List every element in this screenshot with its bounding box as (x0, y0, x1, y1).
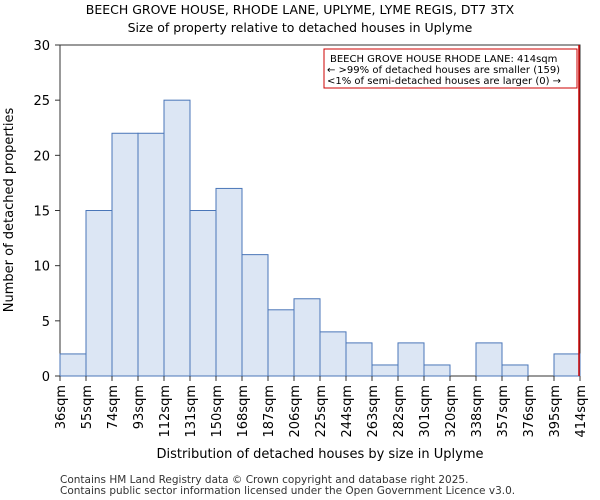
chart-subtitle: Size of property relative to detached ho… (128, 20, 473, 35)
chart-title: BEECH GROVE HOUSE, RHODE LANE, UPLYME, L… (86, 2, 515, 17)
y-tick-label: 30 (33, 39, 50, 54)
histogram-bar (241, 254, 269, 377)
x-tick-label: 301sqm (418, 385, 433, 438)
x-tick-label: 282sqm (392, 385, 407, 438)
x-axis-label: Distribution of detached houses by size … (157, 447, 484, 462)
y-tick-label: 0 (42, 370, 50, 385)
x-tick-label: 131sqm (184, 385, 199, 438)
x-tick-label: 93sqm (132, 385, 147, 429)
x-tick-label: 187sqm (262, 385, 277, 438)
histogram-bar (267, 309, 295, 377)
x-tick-label: 320sqm (444, 385, 459, 438)
y-axis-ticks: 0 5 10 15 20 25 30 (33, 39, 60, 385)
x-tick-label: 244sqm (340, 385, 355, 438)
y-tick-label: 10 (33, 260, 50, 275)
x-tick-label: 55sqm (80, 385, 95, 429)
histogram-bar (215, 187, 243, 377)
y-tick-label: 25 (33, 94, 50, 109)
x-tick-label: 395sqm (548, 385, 563, 438)
annotation-line-2: ← >99% of detached houses are smaller (1… (327, 65, 560, 76)
annotation-line-3: <1% of semi-detached houses are larger (… (327, 76, 561, 87)
y-tick-label: 15 (33, 205, 50, 220)
histogram-bar (111, 132, 139, 377)
x-tick-label: 414sqm (574, 385, 589, 438)
bars-group (59, 99, 581, 377)
footer-line-2: Contains public sector information licen… (60, 485, 515, 497)
footer-line-1: Contains HM Land Registry data © Crown c… (60, 474, 468, 486)
y-tick-label: 5 (42, 315, 50, 330)
x-tick-label: 263sqm (366, 385, 381, 438)
x-tick-label: 150sqm (210, 385, 225, 438)
x-tick-label: 36sqm (54, 385, 69, 429)
annotation-box (323, 48, 578, 89)
histogram-bar (475, 342, 503, 377)
x-tick-label: 357sqm (496, 385, 511, 438)
histogram-bar (85, 210, 113, 377)
x-tick-label: 74sqm (106, 385, 121, 429)
y-axis-label: Number of detached properties (2, 108, 17, 313)
y-tick-label: 20 (33, 149, 50, 164)
annotation-line-1: BEECH GROVE HOUSE RHODE LANE: 414sqm (330, 54, 557, 65)
x-tick-label: 338sqm (470, 385, 485, 438)
histogram-bar (553, 353, 581, 377)
histogram-bar (423, 364, 451, 377)
histogram-bar (345, 342, 373, 377)
histogram-bar (293, 298, 321, 377)
histogram-bar (371, 364, 399, 377)
histogram-bar (137, 132, 165, 377)
histogram-bar (59, 353, 87, 377)
x-tick-label: 376sqm (522, 385, 537, 438)
x-tick-label: 168sqm (236, 385, 251, 438)
x-axis-ticks: 36sqm 55sqm 74sqm 93sqm 112sqm 131sqm 150sqm 16… (54, 376, 589, 438)
histogram-bar (189, 210, 217, 377)
histogram-bar (501, 364, 529, 377)
x-tick-label: 206sqm (288, 385, 303, 438)
histogram-bar (319, 331, 347, 377)
x-tick-label: 112sqm (158, 385, 173, 438)
histogram-bar (397, 342, 425, 377)
histogram-bar (163, 99, 191, 377)
x-tick-label: 225sqm (314, 385, 329, 438)
